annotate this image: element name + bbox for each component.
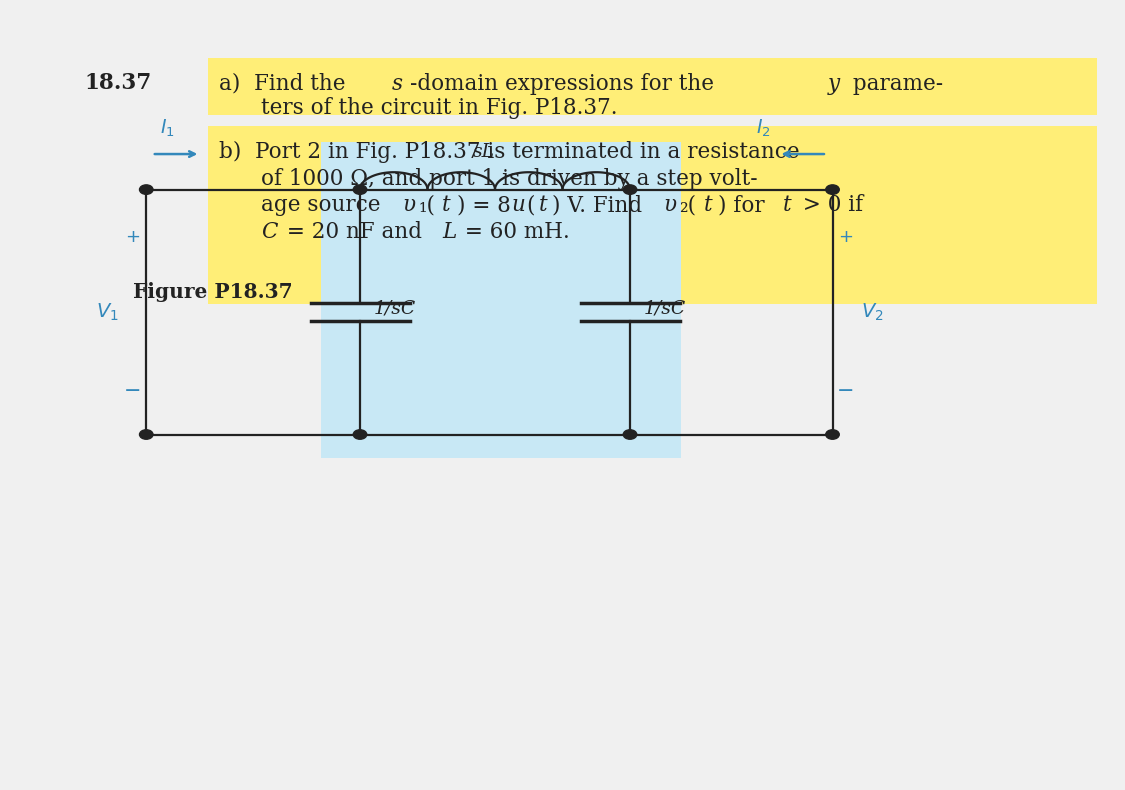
Text: $V_1$: $V_1$	[96, 302, 118, 322]
Text: > 0 if: > 0 if	[796, 194, 864, 216]
Circle shape	[623, 185, 637, 194]
Text: t: t	[783, 194, 792, 216]
Bar	[208, 58, 1097, 115]
Text: 1/sC: 1/sC	[644, 299, 686, 317]
Circle shape	[826, 185, 839, 194]
Text: s: s	[392, 73, 403, 95]
Text: ) V. Find: ) V. Find	[552, 194, 649, 216]
Text: sL: sL	[472, 143, 495, 160]
Text: 1/sC: 1/sC	[374, 299, 416, 317]
Text: L: L	[442, 221, 457, 243]
Text: +: +	[125, 228, 141, 246]
Text: b)  Port 2 in Fig. P18.37 is terminated in a resistance: b) Port 2 in Fig. P18.37 is terminated i…	[219, 141, 800, 163]
Text: -domain expressions for the: -domain expressions for the	[410, 73, 720, 95]
Text: ₂(: ₂(	[680, 194, 696, 216]
Bar	[208, 126, 1097, 304]
Text: u: u	[512, 194, 525, 216]
Text: $I_1$: $I_1$	[160, 118, 174, 139]
Text: −: −	[124, 381, 142, 401]
Text: ) = 8: ) = 8	[457, 194, 511, 216]
Text: +: +	[838, 228, 854, 246]
Text: t: t	[704, 194, 713, 216]
Text: $I_2$: $I_2$	[756, 118, 771, 139]
Circle shape	[140, 430, 153, 439]
Text: −: −	[837, 381, 855, 401]
Circle shape	[353, 430, 367, 439]
Text: parame-: parame-	[846, 73, 943, 95]
Text: $V_2$: $V_2$	[861, 302, 883, 322]
Bar	[321, 142, 681, 458]
Text: ters of the circuit in Fig. P18.37.: ters of the circuit in Fig. P18.37.	[261, 97, 618, 119]
Text: υ: υ	[664, 194, 677, 216]
Text: age source: age source	[261, 194, 387, 216]
Text: a)  Find the: a) Find the	[219, 73, 353, 95]
Text: ) for: ) for	[718, 194, 772, 216]
Text: y: y	[828, 73, 840, 95]
Text: = 60 mH.: = 60 mH.	[458, 221, 569, 243]
Circle shape	[623, 430, 637, 439]
Circle shape	[353, 185, 367, 194]
Text: t: t	[539, 194, 548, 216]
Text: Figure P18.37: Figure P18.37	[133, 282, 292, 303]
Text: 18.37: 18.37	[84, 72, 152, 94]
Text: = 20 nF and: = 20 nF and	[280, 221, 429, 243]
Text: (: (	[526, 194, 534, 216]
Text: υ: υ	[403, 194, 416, 216]
Text: t: t	[442, 194, 451, 216]
Circle shape	[826, 430, 839, 439]
Circle shape	[140, 185, 153, 194]
Text: of 1000 Ω, and port 1 is driven by a step volt-: of 1000 Ω, and port 1 is driven by a ste…	[261, 167, 757, 190]
Text: ₁(: ₁(	[418, 194, 435, 216]
Text: C: C	[261, 221, 278, 243]
